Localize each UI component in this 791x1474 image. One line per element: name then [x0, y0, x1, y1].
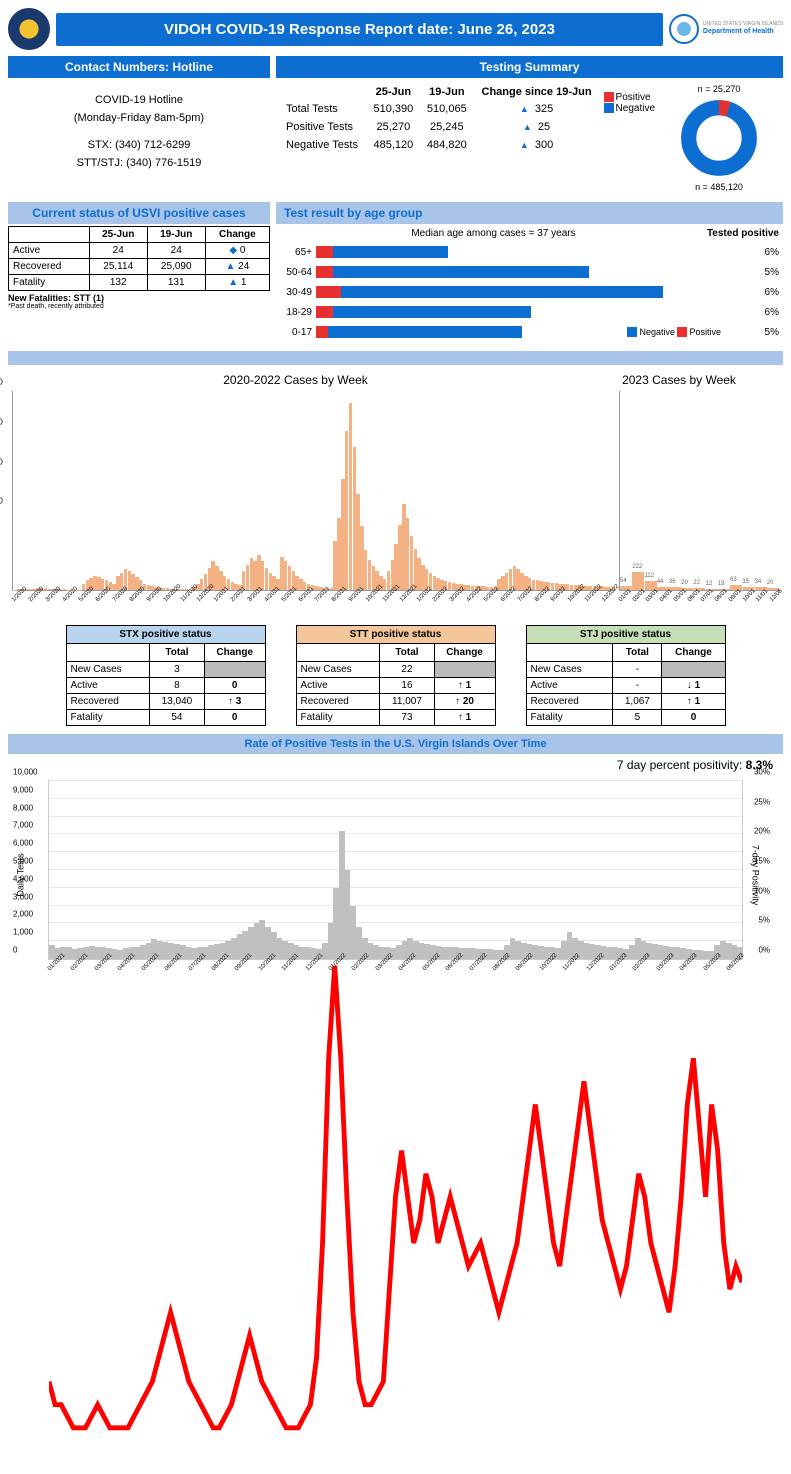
- weekly-side-chart: 542221124436202212196335342001/0102/0103…: [619, 391, 779, 591]
- rate-header: Rate of Positive Tests in the U.S. Virgi…: [8, 734, 783, 754]
- positivity-7day: 7 day percent positivity: 8.3%: [8, 754, 783, 776]
- weekly-main-title: 2020-2022 Cases by Week: [12, 373, 579, 387]
- status-table: 25-Jun19-JunChangeActive2424◆ 0Recovered…: [8, 226, 270, 291]
- section-divider: [8, 351, 783, 365]
- doh-logo: UNITED STATES VIRGIN ISLANDS Department …: [669, 14, 783, 44]
- testing-donut: n = 25,270 n = 485,120: [659, 84, 779, 192]
- weekly-side-title: 2023 Cases by Week: [579, 373, 779, 387]
- fatality-sub: *Past death, recently attributed: [8, 303, 270, 310]
- island-tables: STX positive statusTotalChangeNew Cases3…: [8, 617, 783, 734]
- age-chart: 65+6%50-645%30-496%18-296%0-17Negative P…: [280, 243, 779, 341]
- testing-table: 25-Jun19-JunChange since 19-JunTotal Tes…: [280, 84, 600, 192]
- testing-legend: Positive Negative: [600, 84, 659, 192]
- testing-header: Testing Summary: [276, 56, 783, 78]
- fatality-note: New Fatalities: STT (1): [8, 293, 270, 303]
- report-title: VIDOH COVID-19 Response Report date: Jun…: [56, 13, 663, 46]
- tested-positive-header: Tested positive: [707, 228, 779, 239]
- age-header: Test result by age group: [276, 202, 783, 224]
- status-header: Current status of USVI positive cases: [8, 202, 270, 224]
- doh-seal-icon: [669, 14, 699, 44]
- vidoh-seal-icon: [8, 8, 50, 50]
- age-median: Median age among cases = 37 years: [280, 228, 707, 239]
- hotline-body: COVID-19 Hotline (Monday-Friday 8am-5pm)…: [8, 78, 270, 186]
- weekly-main-chart: 050010001500200025001/20202/20203/20204/…: [12, 391, 615, 591]
- rate-chart: Daily Tests 7-day Positivity 01,0002,000…: [48, 780, 743, 960]
- hotline-header: Contact Numbers: Hotline: [8, 56, 270, 78]
